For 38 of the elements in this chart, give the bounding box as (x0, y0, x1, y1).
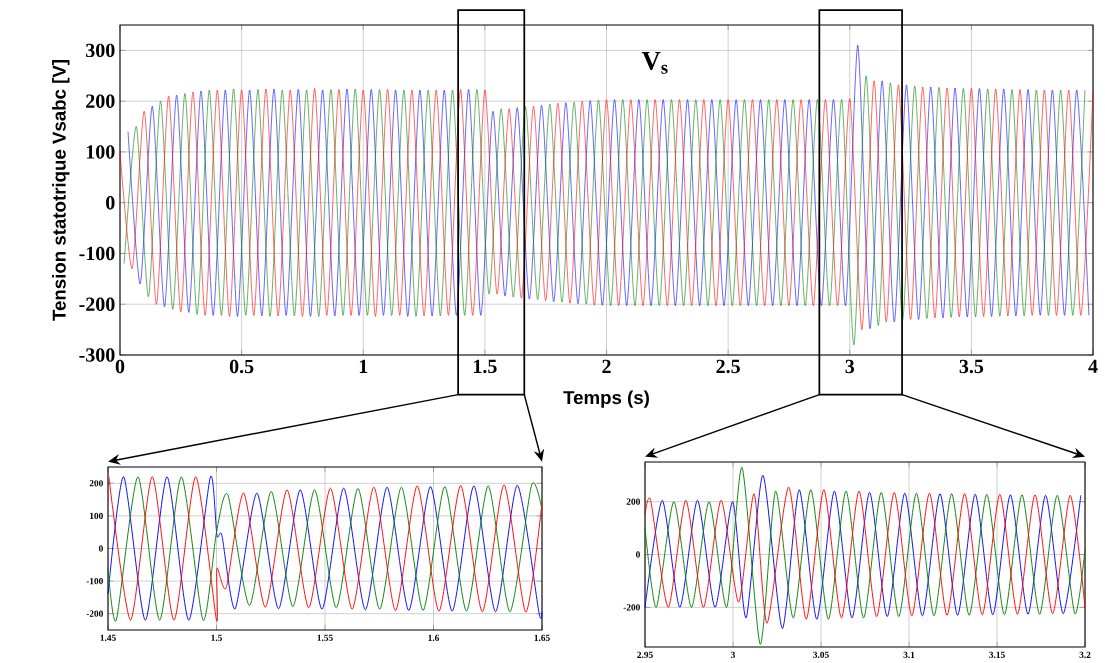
y-tick-label: -200 (623, 604, 640, 611)
y-axis-title: Tension statotrique Vsabc [V] (52, 60, 70, 321)
y-tick-label: 200 (89, 480, 103, 487)
x-tick-label: 3 (731, 651, 736, 658)
y-tick-label: 200 (626, 498, 640, 505)
x-tick-label: 1.65 (534, 634, 550, 642)
y-tick-label: -100 (79, 246, 115, 261)
y-tick-label: 200 (86, 94, 115, 108)
y-tick-label: 0 (635, 551, 640, 558)
x-tick-label: 1.55 (317, 634, 333, 641)
x-tick-label: 0 (115, 359, 125, 374)
y-tick-label: -200 (86, 610, 103, 617)
x-tick-label: 1.5 (473, 359, 497, 374)
y-tick-label: 100 (86, 145, 115, 159)
x-tick-label: 3.2 (1079, 651, 1091, 659)
x-tick-label: 3 (845, 359, 855, 374)
y-tick-label: -300 (79, 348, 115, 362)
y-tick-label: 0 (106, 195, 115, 210)
x-tick-label: 2.5 (716, 359, 740, 374)
y-tick-label: 100 (90, 512, 103, 520)
x-tick-label: 3.5 (959, 359, 984, 374)
x-tick-label: 3.15 (989, 651, 1005, 659)
x-tick-label: 1.6 (428, 634, 440, 642)
x-tick-label: 1 (359, 359, 368, 373)
y-tick-label: -100 (86, 577, 103, 585)
x-tick-label: 1.5 (211, 634, 222, 641)
x-tick-label: 4 (1088, 359, 1098, 373)
x-axis-title: Temps (s) (563, 390, 649, 408)
x-tick-label: 3.1 (903, 651, 915, 659)
x-tick-label: 0.5 (229, 359, 254, 374)
x-tick-label: 1.45 (100, 634, 116, 641)
x-tick-label: 2.95 (637, 651, 653, 659)
annotation: V$_{s}$ (641, 52, 668, 74)
y-tick-label: 0 (98, 545, 103, 552)
y-tick-label: 300 (86, 43, 115, 58)
x-tick-label: 3.05 (813, 651, 829, 659)
y-tick-label: -200 (79, 297, 115, 311)
x-tick-label: 2 (602, 359, 611, 373)
